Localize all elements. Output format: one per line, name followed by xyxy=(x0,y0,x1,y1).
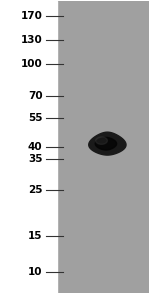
Polygon shape xyxy=(89,132,126,155)
Text: 35: 35 xyxy=(28,154,43,164)
Text: 170: 170 xyxy=(21,11,43,21)
Text: 25: 25 xyxy=(28,185,43,195)
Bar xyxy=(57,1,149,293)
Text: 15: 15 xyxy=(28,231,43,241)
Text: 130: 130 xyxy=(21,35,43,45)
Bar xyxy=(1,1,57,293)
Text: 100: 100 xyxy=(21,59,43,69)
Text: 40: 40 xyxy=(28,142,43,152)
Text: 10: 10 xyxy=(28,268,43,278)
Polygon shape xyxy=(96,137,107,144)
Text: 55: 55 xyxy=(28,113,43,123)
Polygon shape xyxy=(95,137,117,150)
Text: 70: 70 xyxy=(28,91,43,101)
